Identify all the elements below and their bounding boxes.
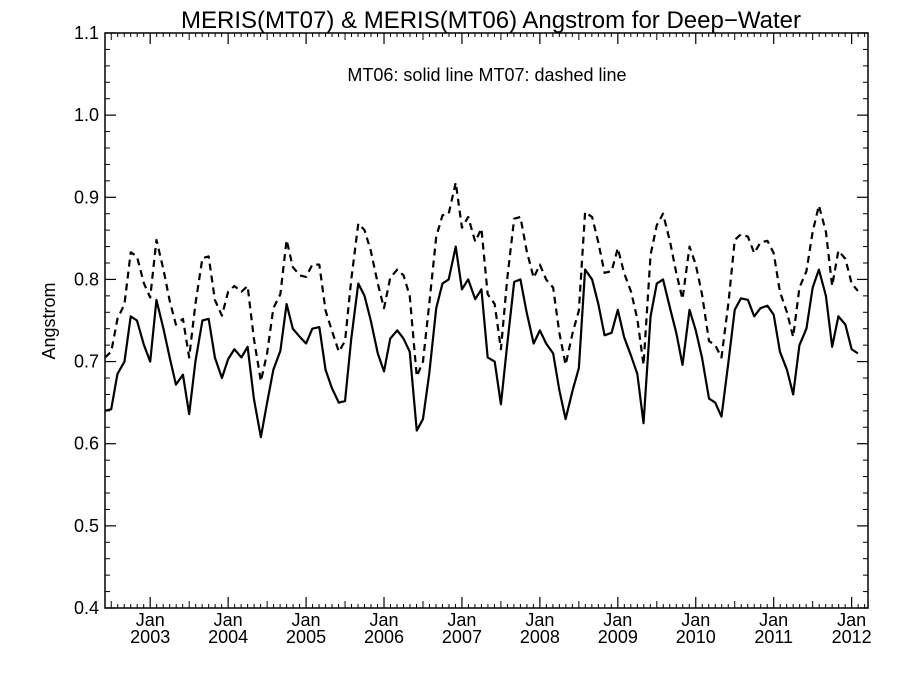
x-tick-year-label: 2009 [598, 627, 638, 647]
x-tick-month-label: Jan [525, 610, 554, 630]
x-tick-year-label: 2011 [754, 627, 793, 647]
y-axis: 0.4 0.5 0.6 0.7 0.8 0.9 1.0 1.1 [74, 23, 868, 618]
y-tick-label: 0.8 [74, 269, 99, 289]
x-tick-month-label: Jan [681, 610, 710, 630]
x-tick-month-label: Jan [759, 610, 788, 630]
chart-title: MERIS(MT07) & MERIS(MT06) Angstrom for D… [181, 7, 801, 34]
x-tick-year-label: 2006 [364, 627, 404, 647]
legend-annotation: MT06: solid line MT07: dashed line [347, 65, 626, 85]
x-tick-month-label: Jan [447, 610, 476, 630]
x-tick-month-label: Jan [292, 610, 321, 630]
series-line-mt06 [104, 245, 859, 439]
y-tick-label: 1.1 [74, 23, 99, 43]
x-tick-year-label: 2005 [286, 627, 326, 647]
x-tick-year-label: 2007 [442, 627, 482, 647]
x-tick-month-label: Jan [369, 610, 398, 630]
x-tick-year-label: 2003 [130, 627, 170, 647]
y-tick-label: 0.6 [74, 434, 99, 454]
x-tick-month-label: Jan [837, 610, 866, 630]
y-tick-label: 0.4 [74, 598, 99, 618]
y-tick-label: 0.9 [74, 187, 99, 207]
x-tick-month-label: Jan [603, 610, 632, 630]
y-tick-label: 1.0 [74, 105, 99, 125]
y-tick-label: 0.5 [74, 516, 99, 536]
series-line-mt07 [104, 181, 859, 383]
x-tick-month-label: Jan [136, 610, 165, 630]
series-layer [104, 181, 859, 439]
x-axis: Jan2003Jan2004Jan2005Jan2006Jan2007Jan20… [110, 33, 872, 647]
x-tick-year-label: 2008 [520, 627, 560, 647]
plot-frame [104, 32, 869, 609]
y-tick-label: 0.7 [74, 352, 99, 372]
x-tick-year-label: 2010 [676, 627, 716, 647]
y-axis-label: Angstrom [39, 282, 59, 359]
x-tick-year-label: 2012 [832, 627, 872, 647]
x-tick-month-label: Jan [214, 610, 243, 630]
x-tick-year-label: 2004 [208, 627, 248, 647]
